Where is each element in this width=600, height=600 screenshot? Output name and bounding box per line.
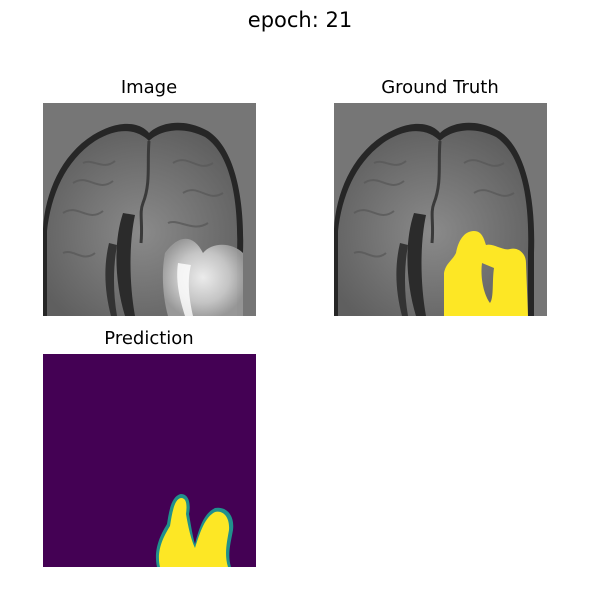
ground-truth-image (334, 103, 547, 316)
mri-image (43, 103, 256, 316)
mri-image-panel (43, 103, 256, 316)
prediction-mask (158, 498, 230, 567)
prediction-image (43, 354, 256, 567)
panel-title-image: Image (120, 77, 178, 98)
panel-title-ground-truth: Ground Truth (381, 77, 499, 98)
panel-title-prediction: Prediction (104, 328, 194, 349)
ground-truth-mask (444, 231, 528, 316)
prediction-panel (43, 354, 256, 567)
ground-truth-panel (334, 103, 547, 316)
figure-title: epoch: 21 (247, 8, 353, 32)
